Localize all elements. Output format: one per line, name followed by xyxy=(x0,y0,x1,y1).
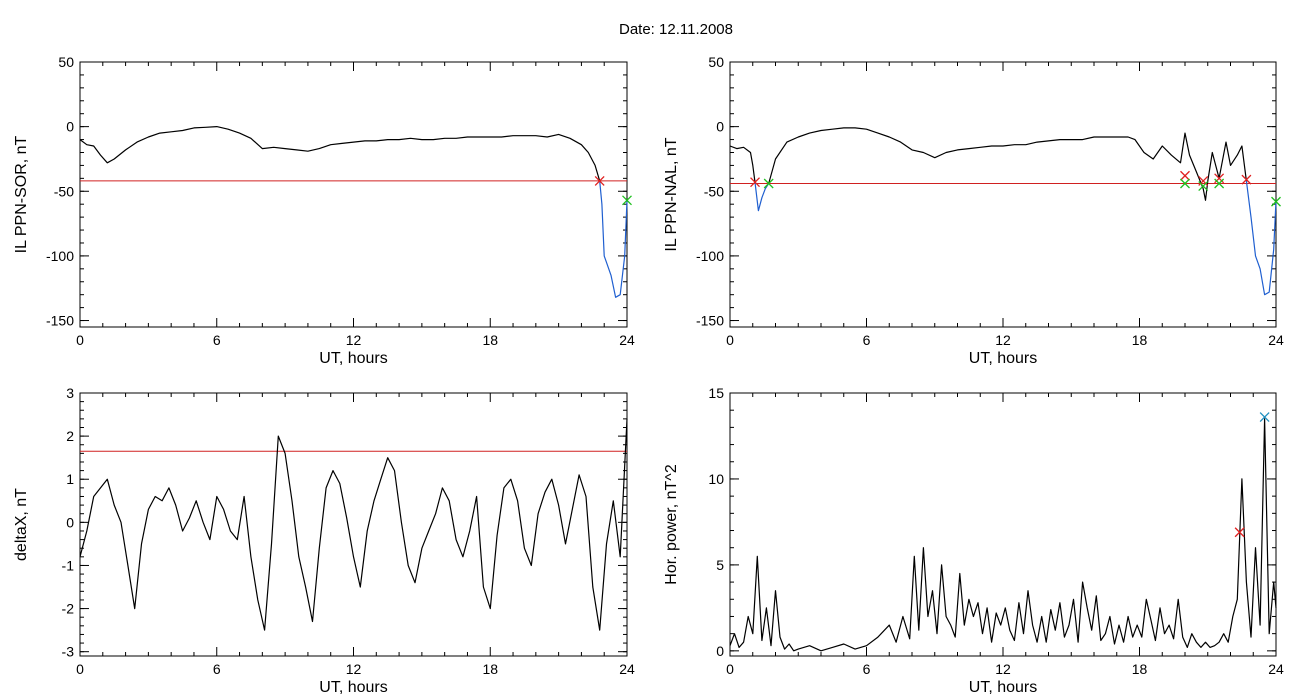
event-marker xyxy=(594,175,605,186)
x-tick-label: 18 xyxy=(1132,661,1148,677)
event-marker xyxy=(1198,181,1209,192)
y-tick-label: -50 xyxy=(54,183,74,199)
event-marker-stroke xyxy=(1214,178,1225,189)
x-tick-label: 24 xyxy=(619,661,635,677)
x-tick-label: 12 xyxy=(995,661,1011,677)
event-marker-stroke xyxy=(1241,174,1252,185)
y-tick-label: 0 xyxy=(716,643,724,659)
y-tick-label: 1 xyxy=(66,471,74,487)
y-tick-label: 50 xyxy=(708,54,724,70)
panel-ppn-sor: 0 6 12 18 24 50 0 -50 -100 -150 UT, hours IL PPN-SO… xyxy=(13,54,635,367)
y-axis-label: Hor. power, nT^2 xyxy=(663,464,680,585)
x-tick-label: 6 xyxy=(863,332,871,348)
y-tick-label: 0 xyxy=(66,514,74,530)
x-tick-label: 0 xyxy=(726,661,734,677)
x-tick-label: 0 xyxy=(76,661,84,677)
y-tick-label: -1 xyxy=(62,557,75,573)
panel-hor-power: 0 6 12 18 24 15 10 5 0 UT, hours Hor. power, nT^2 xyxy=(663,385,1284,696)
event-marker xyxy=(622,195,632,206)
figure-title: Date: 12.11.2008 xyxy=(619,21,733,38)
y-tick-label: 3 xyxy=(66,385,74,401)
series-line xyxy=(79,418,628,631)
y-axis-label: deltaX, nT xyxy=(13,488,30,561)
panel-deltax: 0 6 12 18 24 3 2 1 0 -1 -2 -3 UT, hours deltaX, nT xyxy=(13,385,635,696)
x-tick-label: 0 xyxy=(726,332,734,348)
series-line xyxy=(1245,180,1277,296)
event-marker-stroke xyxy=(1180,178,1190,189)
x-axis-label: UT, hours xyxy=(969,679,1037,696)
y-tick-label: 0 xyxy=(66,119,74,135)
y-tick-label: 50 xyxy=(58,54,74,70)
event-marker-stroke xyxy=(1259,412,1270,423)
event-marker xyxy=(1241,174,1252,185)
x-tick-label: 0 xyxy=(76,332,84,348)
y-tick-label: -150 xyxy=(696,313,724,329)
x-tick-label: 12 xyxy=(995,332,1011,348)
event-marker xyxy=(1214,178,1225,189)
series-line xyxy=(599,180,628,298)
event-marker-stroke xyxy=(594,175,605,186)
x-tick-label: 6 xyxy=(213,661,221,677)
x-tick-label: 6 xyxy=(213,332,221,348)
event-marker-stroke xyxy=(1234,527,1245,538)
y-axis-label: IL PPN-SOR, nT xyxy=(13,135,30,253)
event-marker-stroke xyxy=(750,177,760,188)
event-marker-stroke xyxy=(1180,170,1190,181)
event-marker-stroke xyxy=(622,195,632,206)
series-line xyxy=(768,127,1247,201)
x-tick-label: 24 xyxy=(619,332,635,348)
y-tick-label: -150 xyxy=(46,313,74,329)
panel-ppn-nal: 0 6 12 18 24 50 0 -50 -100 -150 UT, hours IL PPN-NA… xyxy=(663,54,1284,367)
y-axis-label: IL PPN-NAL, nT xyxy=(663,137,680,251)
y-tick-label: -50 xyxy=(704,183,724,199)
x-tick-label: 18 xyxy=(482,332,498,348)
x-axis-label: UT, hours xyxy=(319,679,387,696)
y-tick-label: -100 xyxy=(46,248,74,264)
y-tick-label: 0 xyxy=(716,119,724,135)
x-tick-label: 12 xyxy=(346,661,362,677)
x-tick-label: 18 xyxy=(1132,332,1148,348)
event-marker xyxy=(1180,178,1190,189)
y-tick-label: 15 xyxy=(708,385,724,401)
series-line xyxy=(729,145,756,183)
y-tick-label: -2 xyxy=(62,601,75,617)
x-tick-label: 24 xyxy=(1268,332,1284,348)
event-marker xyxy=(1180,170,1190,181)
y-tick-label: 10 xyxy=(708,471,724,487)
event-marker xyxy=(1259,412,1270,423)
event-marker-stroke xyxy=(1271,196,1281,207)
series-line xyxy=(754,182,770,212)
x-tick-label: 18 xyxy=(482,661,498,677)
series-line xyxy=(729,418,1277,652)
event-marker xyxy=(1234,527,1245,538)
x-tick-label: 6 xyxy=(863,661,871,677)
series-line xyxy=(79,125,601,182)
x-tick-label: 12 xyxy=(346,332,362,348)
y-tick-label: -3 xyxy=(62,644,75,660)
event-marker xyxy=(1271,196,1281,207)
event-marker-stroke xyxy=(1198,181,1209,192)
x-tick-label: 24 xyxy=(1268,661,1284,677)
x-axis-label: UT, hours xyxy=(969,350,1037,367)
event-marker-stroke xyxy=(763,178,774,189)
y-tick-label: -100 xyxy=(696,248,724,264)
event-marker xyxy=(750,177,760,188)
x-axis-label: UT, hours xyxy=(319,350,387,367)
event-marker xyxy=(763,178,774,189)
y-tick-label: 2 xyxy=(66,428,74,444)
y-tick-label: 5 xyxy=(716,557,724,573)
